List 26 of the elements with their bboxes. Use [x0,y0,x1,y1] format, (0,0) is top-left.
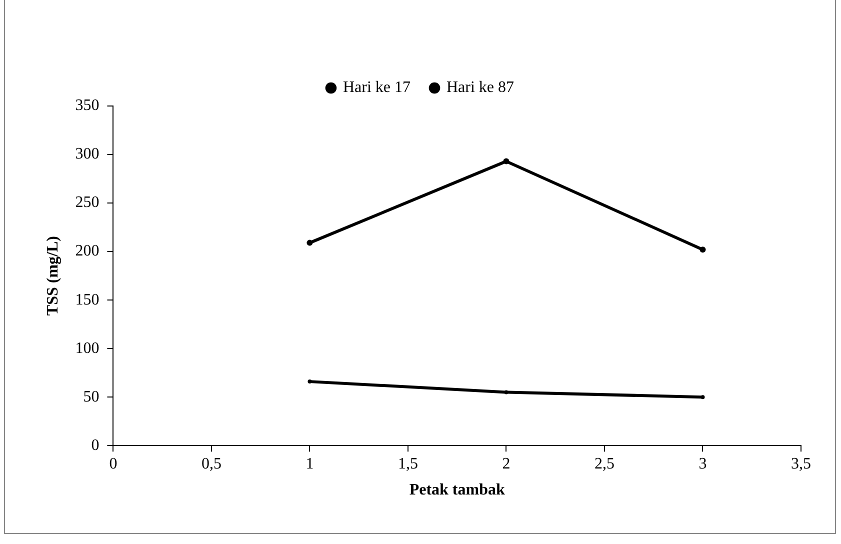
y-tick-label: 150 [75,291,100,308]
y-tick-label: 0 [91,436,100,454]
x-tick-label: 1 [306,455,314,472]
x-tick-label: 2,5 [594,455,614,472]
y-tick-label: 200 [75,242,100,260]
legend-label: Hari ke 87 [446,79,514,96]
y-axis-title: TSS (mg/L) [44,236,62,316]
x-tick-label: 0,5 [201,455,222,472]
y-tick-label: 350 [75,97,100,114]
x-tick-label: 3 [698,455,707,472]
x-tick-label: 2 [502,455,510,472]
point [700,395,705,400]
y-tick-label: 100 [75,340,100,357]
point [700,246,706,253]
point [306,240,313,246]
x-axis-title: Petak tambak [409,482,505,499]
x-tick-label: 1,5 [398,455,418,472]
y-tick-label: 50 [83,388,100,406]
x-tick-label: 3,5 [791,455,811,472]
y-tick-label: 300 [75,146,100,163]
point [504,390,508,394]
x-tick-label: 0 [109,455,118,472]
y-tick-label: 250 [75,194,100,212]
point [503,158,510,164]
legend-label: Hari ke 17 [342,79,410,96]
point [308,380,312,384]
